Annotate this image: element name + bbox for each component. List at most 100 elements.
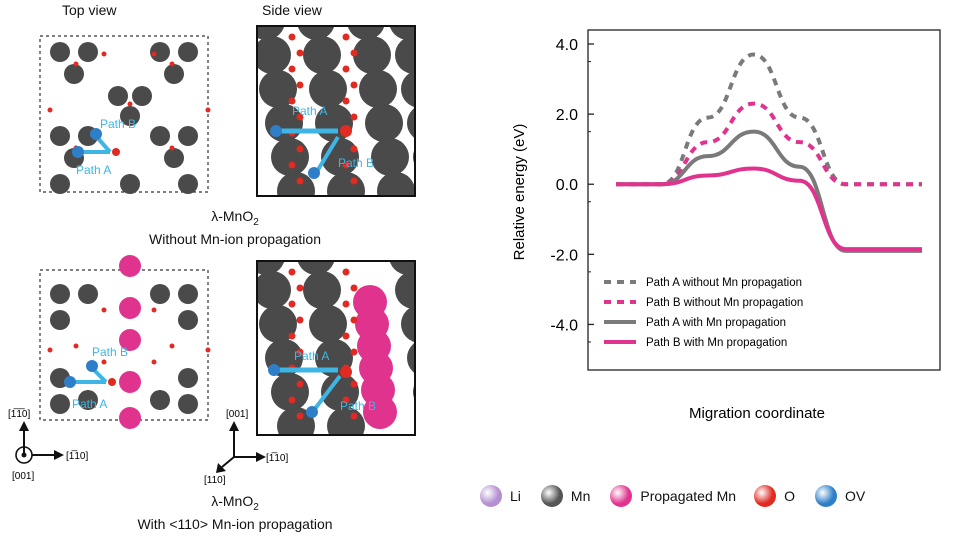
mn-atom <box>407 108 414 138</box>
atom-legend-label: OV <box>844 488 866 504</box>
side-view-panel-bottom: Path A Path B <box>256 260 416 436</box>
o-atom <box>350 348 358 356</box>
axis-label-out: [001] <box>12 471 34 482</box>
propagated-mn-atom <box>119 255 141 277</box>
o-atom <box>47 107 53 113</box>
mn-atom <box>164 64 184 84</box>
mn-atom <box>78 284 98 304</box>
o-atom <box>350 177 358 185</box>
side-view-panel-top: Path A Path B <box>256 25 416 197</box>
o-atom <box>350 316 358 324</box>
mn-atom <box>120 174 140 194</box>
o-atom <box>296 81 304 89</box>
series-line-1 <box>615 52 922 187</box>
propagated-mn-atom <box>119 329 141 351</box>
atom-legend: Li Mn Propagated Mn O OV <box>480 485 960 515</box>
mn-atom <box>120 106 140 126</box>
mn-atom <box>309 305 347 343</box>
mn-atom <box>178 284 198 304</box>
mn-atom <box>50 394 70 414</box>
o-atom <box>350 284 358 292</box>
mn-atom <box>150 284 170 304</box>
path-b-label: Path B <box>100 117 136 131</box>
o-atom <box>151 307 157 313</box>
mn-atom <box>150 390 170 410</box>
mn-atom <box>395 271 414 309</box>
o-atom <box>296 113 304 121</box>
o-atom <box>288 161 296 169</box>
material-subscript-2: 2 <box>253 501 259 513</box>
top-view-structure: Path B Path A <box>39 35 211 194</box>
y-tick-label: 4.0 <box>556 37 578 54</box>
path-a-label-2: Path A <box>72 397 107 411</box>
o-atom <box>296 348 304 356</box>
mn-atom <box>258 262 285 275</box>
mn-atom <box>150 42 170 62</box>
axis-label-right: [1̅10] <box>66 450 88 462</box>
caption-text-2: With <110> Mn-ion propagation <box>137 515 333 532</box>
o-atom <box>47 347 53 353</box>
o-atom <box>288 97 296 105</box>
mn-atom <box>277 172 315 195</box>
mn-atom <box>401 70 414 108</box>
o-atom <box>288 33 296 41</box>
y-tick-label: -4.0 <box>550 317 578 334</box>
o-atom <box>205 347 211 353</box>
mn-atom <box>359 70 397 108</box>
o-atom <box>296 412 304 420</box>
mn-atom <box>64 64 84 84</box>
axis-label-diag-side: [110] <box>204 475 226 485</box>
mn-atom <box>150 126 170 146</box>
o-atom <box>342 33 350 41</box>
o-atom <box>288 332 296 340</box>
material-name-2: λ-MnO <box>211 493 254 509</box>
o-atom <box>350 412 358 420</box>
mn-atom <box>50 284 70 304</box>
atom-swatch <box>540 485 563 507</box>
mn-atom <box>178 174 198 194</box>
mn-atom <box>178 126 198 146</box>
mn-atom <box>50 174 70 194</box>
material-name: λ-MnO <box>211 208 254 224</box>
o-atom <box>342 396 350 404</box>
path-a-label-side-2: Path A <box>294 349 329 363</box>
legend-label: Path B with Mn propagation <box>646 337 787 349</box>
o-atom <box>350 81 358 89</box>
atom-swatch <box>480 485 502 507</box>
series-line-4 <box>615 166 922 252</box>
axis-label-right-side: [1̅10] <box>266 452 288 464</box>
o-atom <box>350 380 358 388</box>
mn-atom <box>178 42 198 62</box>
top-view-structure-propagated: Path B Path A <box>39 255 211 429</box>
side-view-label: Side view <box>262 2 322 18</box>
plot-frame <box>587 29 941 371</box>
mn-atom <box>132 86 152 106</box>
y-tick-label: 2.0 <box>556 107 578 124</box>
caption-without-propagation: λ-MnO2 Without Mn-ion propagation <box>110 208 360 248</box>
atom-legend-label: Mn <box>570 488 591 504</box>
atom-legend-item: Li <box>480 485 521 507</box>
propagated-mn-atom <box>119 371 141 393</box>
mn-atom <box>303 36 341 74</box>
mn-atom <box>277 407 315 434</box>
mn-atom <box>258 27 285 40</box>
o-atom <box>342 97 350 105</box>
o-atom <box>101 359 107 365</box>
mn-atom <box>353 36 391 74</box>
mn-atom <box>178 310 198 330</box>
axis-label-up-side: [001] <box>226 409 248 420</box>
axes-indicator-top-view: [1̅1̅0] [1̅10] [001] <box>8 408 88 482</box>
o-atom <box>101 307 107 313</box>
atom-legend-label: O <box>784 488 795 504</box>
o-atom <box>296 145 304 153</box>
o-atom <box>101 51 107 57</box>
mn-atom <box>389 27 414 40</box>
o-atom <box>342 268 350 276</box>
caption-text: Without Mn-ion propagation <box>149 230 321 247</box>
atom-legend-label: Li <box>510 488 521 504</box>
mn-atom <box>50 126 70 146</box>
mn-atom <box>164 148 184 168</box>
o-atom <box>350 49 358 57</box>
o-atom <box>288 300 296 308</box>
propagated-mn-atom <box>363 395 397 429</box>
